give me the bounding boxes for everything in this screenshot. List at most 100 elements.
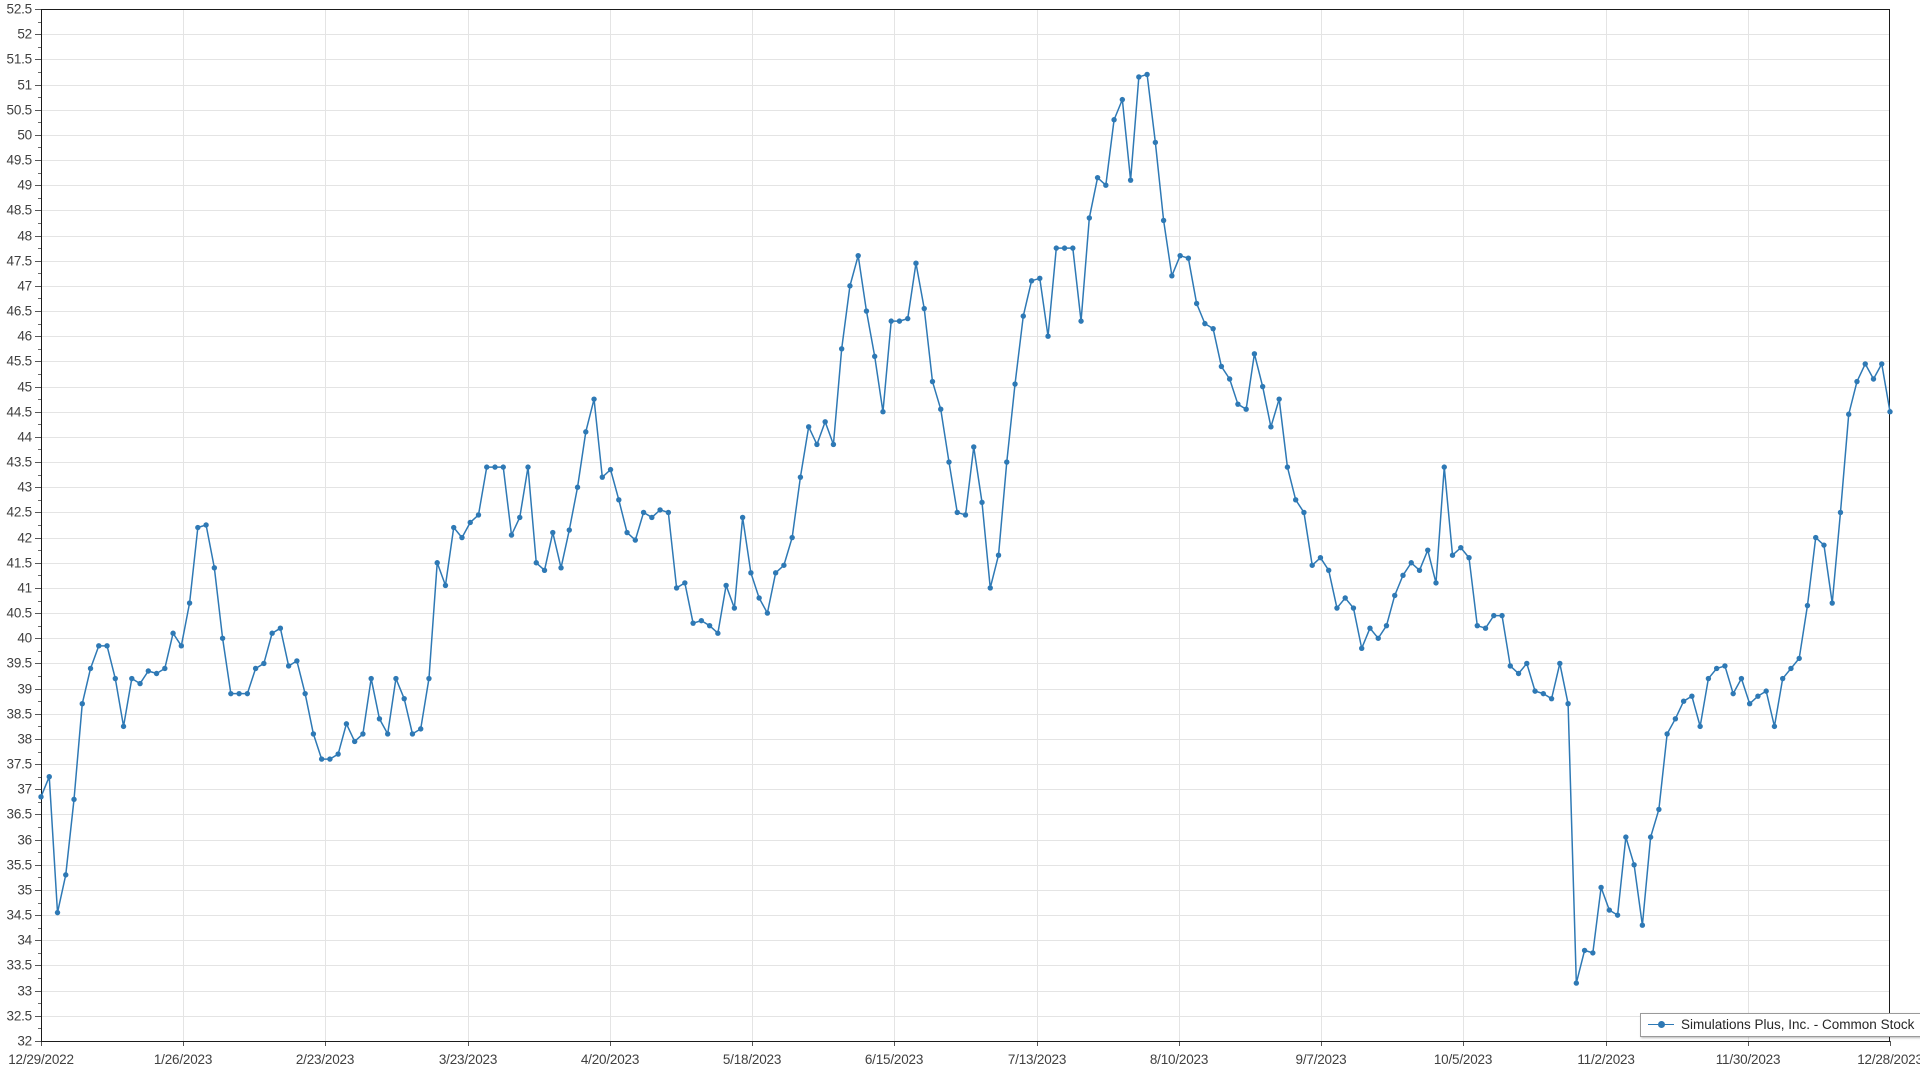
- data-point: [1672, 716, 1679, 722]
- data-point: [1152, 139, 1159, 146]
- y-axis-tick-label: 35: [17, 882, 32, 898]
- data-point: [1218, 363, 1225, 370]
- data-point: [830, 441, 837, 448]
- axis-ticks-group: [35, 8, 1892, 1046]
- data-point: [525, 464, 531, 470]
- y-axis-tick-label: 49: [17, 177, 32, 193]
- y-axis-tick-label: 34.5: [6, 907, 33, 923]
- data-point: [318, 756, 325, 762]
- data-point: [896, 318, 903, 324]
- data-point: [409, 731, 416, 737]
- data-point: [1416, 567, 1423, 574]
- data-point: [789, 534, 795, 541]
- data-point: [1309, 562, 1315, 568]
- y-axis-tick-label: 38: [17, 731, 32, 747]
- data-point: [665, 509, 672, 516]
- data-point: [682, 580, 688, 586]
- x-axis-tick-label: 10/5/2023: [1433, 1052, 1493, 1067]
- x-axis-tick-label: 7/13/2023: [1007, 1052, 1067, 1067]
- data-point: [1259, 383, 1266, 390]
- series-markers: [38, 71, 1893, 986]
- data-point: [1367, 625, 1373, 631]
- x-axis-tick-label: 8/10/2023: [1149, 1052, 1209, 1067]
- data-point: [1276, 396, 1282, 402]
- data-point: [929, 378, 936, 385]
- data-point: [1755, 693, 1761, 699]
- y-axis-tick-label: 33.5: [6, 957, 33, 973]
- data-point: [1862, 361, 1868, 367]
- data-point: [1193, 300, 1200, 307]
- data-point: [583, 429, 589, 435]
- data-point: [1086, 215, 1093, 221]
- data-point: [1251, 351, 1258, 357]
- y-axis-tick-label: 44: [17, 429, 32, 445]
- data-point: [475, 512, 482, 518]
- data-point: [1631, 862, 1637, 868]
- data-point: [145, 668, 152, 674]
- data-point: [1887, 409, 1893, 415]
- data-point: [1136, 74, 1142, 80]
- data-point: [252, 665, 259, 672]
- y-axis-tick-label: 32: [17, 1033, 32, 1049]
- data-point: [905, 315, 911, 322]
- y-axis-tick-label: 36: [17, 831, 32, 847]
- data-point: [1375, 635, 1381, 641]
- data-point: [805, 424, 812, 430]
- y-axis-tick-label: 51: [17, 76, 32, 92]
- data-point: [1284, 464, 1291, 470]
- data-point: [467, 519, 473, 526]
- data-point: [277, 625, 284, 631]
- data-point: [1540, 690, 1547, 697]
- data-point: [1474, 622, 1480, 629]
- data-point: [872, 353, 878, 360]
- data-point: [1350, 605, 1357, 611]
- data-point: [748, 570, 754, 576]
- data-point: [756, 595, 762, 601]
- data-point: [219, 635, 226, 641]
- data-point: [706, 622, 713, 629]
- data-point: [1383, 622, 1390, 629]
- data-point: [1243, 406, 1249, 412]
- data-point: [1301, 509, 1307, 516]
- y-axis-tick-label: 37.5: [6, 756, 33, 772]
- data-point: [459, 534, 465, 541]
- data-point: [1482, 625, 1489, 631]
- data-point: [1144, 71, 1150, 78]
- data-point: [442, 582, 449, 589]
- x-axis-tick-label: 11/2/2023: [1577, 1052, 1635, 1067]
- data-point: [236, 690, 242, 697]
- data-point: [723, 582, 729, 589]
- data-point: [162, 665, 168, 672]
- y-axis-tick-label: 44.5: [6, 403, 33, 419]
- data-point: [1061, 245, 1068, 251]
- data-point: [244, 690, 251, 697]
- data-point: [1879, 361, 1885, 367]
- y-axis-tick-label: 33: [17, 982, 32, 998]
- data-point: [1053, 245, 1060, 251]
- data-point: [517, 514, 523, 521]
- data-point: [500, 464, 506, 470]
- data-point: [492, 464, 498, 470]
- x-axis-tick-label: 4/20/2023: [580, 1052, 640, 1067]
- data-point: [591, 396, 597, 402]
- data-point: [1837, 509, 1844, 516]
- y-axis-tick-label: 46: [17, 328, 32, 344]
- data-point: [1614, 912, 1621, 918]
- data-point: [1722, 663, 1728, 669]
- y-axis-tick-label: 34: [17, 932, 32, 948]
- data-point: [1441, 464, 1447, 470]
- data-point: [1581, 947, 1588, 954]
- data-point: [343, 721, 350, 727]
- y-axis-tick-label: 38.5: [6, 706, 33, 722]
- y-axis-tick-label: 50.5: [6, 101, 33, 117]
- data-point: [261, 660, 267, 667]
- data-point: [178, 643, 185, 649]
- chart-legend[interactable]: Simulations Plus, Inc. - Common Stock: [1640, 1013, 1920, 1037]
- data-point: [1573, 980, 1580, 986]
- data-point: [1647, 834, 1654, 840]
- data-point: [913, 260, 919, 266]
- data-point: [1466, 555, 1472, 561]
- data-point: [938, 406, 944, 412]
- data-point: [1359, 645, 1365, 652]
- data-point: [971, 444, 977, 450]
